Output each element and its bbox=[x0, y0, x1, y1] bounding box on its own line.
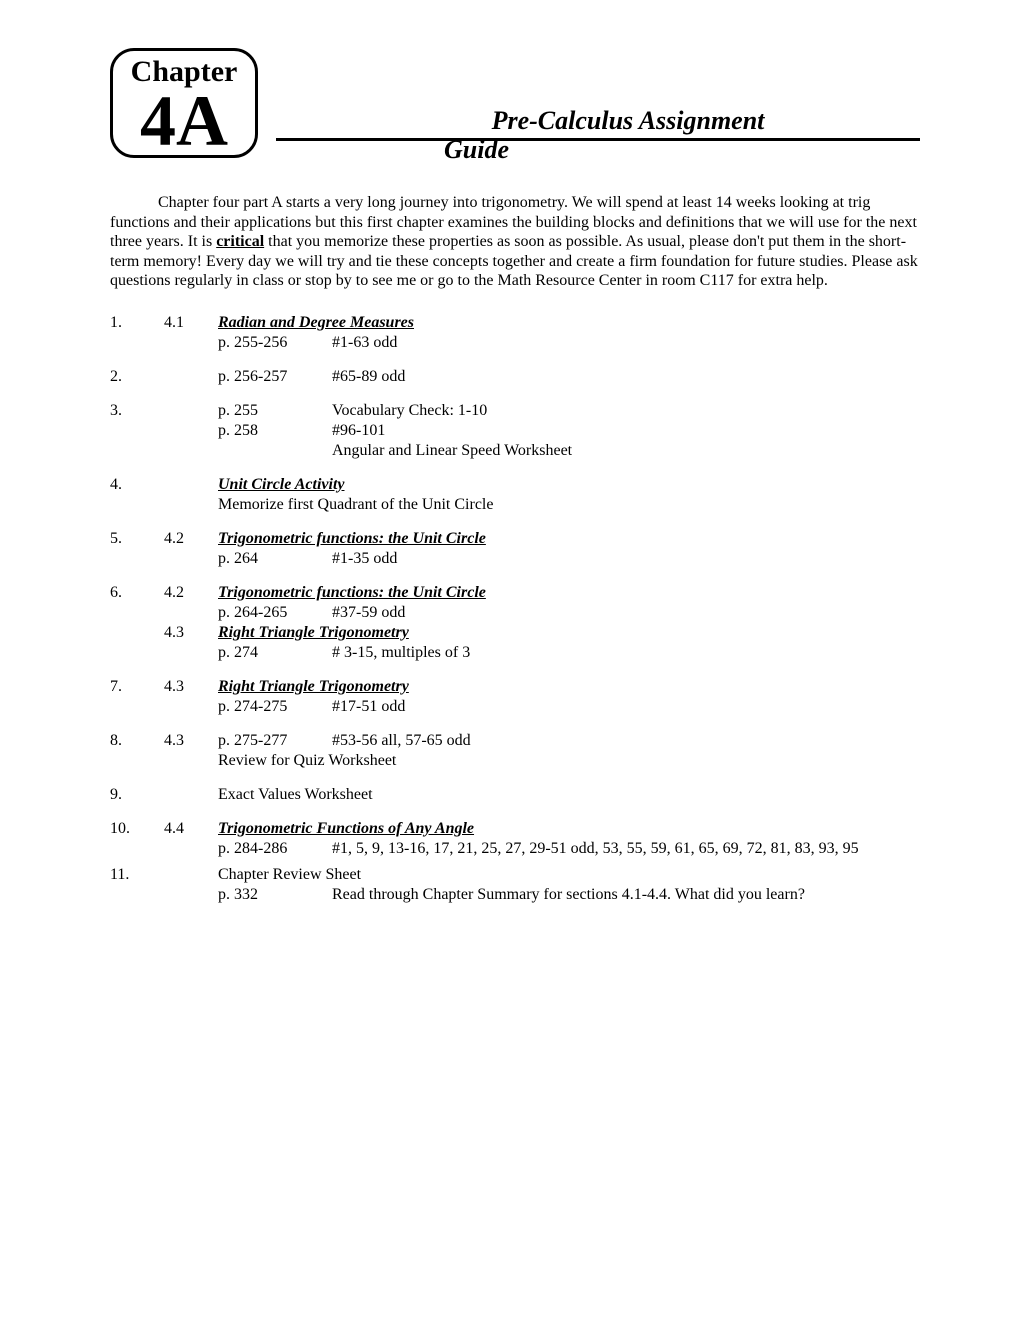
pages: p. 275-277 bbox=[218, 731, 332, 751]
description: #53-56 all, 57-65 odd bbox=[332, 731, 920, 751]
pages: p. 274 bbox=[218, 643, 332, 663]
pages: p. 332 bbox=[218, 885, 332, 905]
item-section: 4.2 bbox=[164, 529, 218, 549]
item-number: 1. bbox=[110, 313, 164, 333]
description: Angular and Linear Speed Worksheet bbox=[332, 441, 920, 461]
assignment-list: 1. 4.1 Radian and Degree Measures p. 255… bbox=[110, 313, 920, 905]
description: #1, 5, 9, 13-16, 17, 21, 25, 27, 29-51 o… bbox=[332, 839, 920, 859]
item-number: 5. bbox=[110, 529, 164, 549]
critical-word: critical bbox=[216, 233, 264, 250]
assignment-item: 10. 4.4 Trigonometric Functions of Any A… bbox=[110, 819, 920, 859]
pages: p. 264 bbox=[218, 549, 332, 569]
item-section: 4.3 bbox=[164, 731, 218, 751]
item-number: 4. bbox=[110, 475, 164, 495]
section-title: Trigonometric functions: the Unit Circle bbox=[218, 583, 486, 603]
title-line-2: Guide bbox=[444, 135, 920, 165]
description: Memorize first Quadrant of the Unit Circ… bbox=[218, 495, 920, 515]
description: #1-35 odd bbox=[332, 549, 920, 569]
item-section: 4.1 bbox=[164, 313, 218, 333]
item-number: 11. bbox=[110, 865, 164, 885]
note: Chapter Review Sheet bbox=[218, 865, 920, 885]
section-title: Trigonometric Functions of Any Angle bbox=[218, 819, 474, 839]
intro-paragraph: Chapter four part A starts a very long j… bbox=[110, 193, 920, 291]
item-number: 9. bbox=[110, 785, 164, 805]
description: #17-51 odd bbox=[332, 697, 920, 717]
assignment-item: 7. 4.3 Right Triangle Trigonometry p. 27… bbox=[110, 677, 920, 717]
pages: p. 264-265 bbox=[218, 603, 332, 623]
pages: p. 274-275 bbox=[218, 697, 332, 717]
item-number: 10. bbox=[110, 819, 164, 839]
section-title: Radian and Degree Measures bbox=[218, 313, 414, 333]
title-block: Pre-Calculus Assignment Guide bbox=[276, 48, 920, 165]
description: # 3-15, multiples of 3 bbox=[332, 643, 920, 663]
assignment-item: 1. 4.1 Radian and Degree Measures p. 255… bbox=[110, 313, 920, 353]
assignment-item: 5. 4.2 Trigonometric functions: the Unit… bbox=[110, 529, 920, 569]
item-number: 8. bbox=[110, 731, 164, 751]
document-header: Chapter 4A Pre-Calculus Assignment Guide bbox=[110, 48, 920, 165]
item-number: 6. bbox=[110, 583, 164, 603]
assignment-item: 4. Unit Circle Activity Memorize first Q… bbox=[110, 475, 920, 515]
item-section: 4.3 bbox=[164, 677, 218, 697]
pages: p. 256-257 bbox=[218, 367, 332, 387]
description: #65-89 odd bbox=[332, 367, 920, 387]
assignment-item: 9. Exact Values Worksheet bbox=[110, 785, 920, 805]
item-section: 4.2 bbox=[164, 583, 218, 603]
assignment-item: 6. 4.2 Trigonometric functions: the Unit… bbox=[110, 583, 920, 663]
item-number: 3. bbox=[110, 401, 164, 421]
item-number: 2. bbox=[110, 367, 164, 387]
title-line-1: Pre-Calculus Assignment bbox=[336, 106, 920, 136]
item-section: 4.3 bbox=[164, 623, 218, 643]
description: #1-63 odd bbox=[332, 333, 920, 353]
assignment-item: 2. p. 256-257 #65-89 odd bbox=[110, 367, 920, 387]
assignment-item: 8. 4.3 p. 275-277 #53-56 all, 57-65 odd … bbox=[110, 731, 920, 771]
pages: p. 258 bbox=[218, 421, 332, 441]
item-number: 7. bbox=[110, 677, 164, 697]
section-title: Trigonometric functions: the Unit Circle bbox=[218, 529, 486, 549]
note: Review for Quiz Worksheet bbox=[218, 751, 920, 771]
note: Exact Values Worksheet bbox=[218, 785, 920, 805]
description: Read through Chapter Summary for section… bbox=[332, 885, 920, 905]
description: #37-59 odd bbox=[332, 603, 920, 623]
pages: p. 255 bbox=[218, 401, 332, 421]
section-title: Right Triangle Trigonometry bbox=[218, 623, 409, 643]
section-title: Right Triangle Trigonometry bbox=[218, 677, 409, 697]
chapter-badge: Chapter 4A bbox=[110, 48, 258, 158]
pages: p. 284-286 bbox=[218, 839, 332, 859]
item-section: 4.4 bbox=[164, 819, 218, 839]
assignment-item: 11. Chapter Review Sheet p. 332 Read thr… bbox=[110, 865, 920, 905]
section-title: Unit Circle Activity bbox=[218, 475, 345, 495]
pages: p. 255-256 bbox=[218, 333, 332, 353]
assignment-item: 3. p. 255 Vocabulary Check: 1-10 p. 258 … bbox=[110, 401, 920, 461]
description: #96-101 bbox=[332, 421, 920, 441]
description: Vocabulary Check: 1-10 bbox=[332, 401, 920, 421]
chapter-number: 4A bbox=[127, 87, 241, 155]
